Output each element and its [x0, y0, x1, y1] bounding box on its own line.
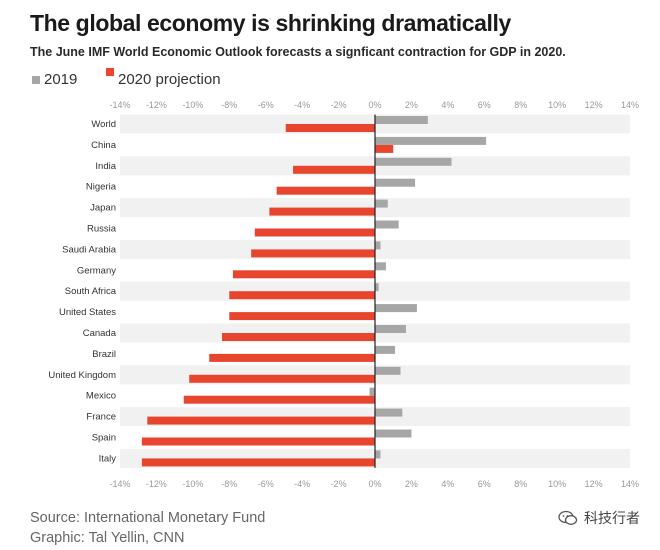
bar-2019	[375, 325, 406, 333]
source-note: Source: International Monetary Fund	[30, 510, 266, 526]
bar-2019	[375, 283, 379, 292]
category-label: Nigeria	[86, 182, 117, 193]
bar-2020	[222, 333, 375, 341]
x-tick-label-bottom: -12%	[146, 479, 167, 489]
bar-2019	[375, 199, 388, 208]
x-tick-label-top: 0%	[368, 100, 381, 110]
bar-2019	[375, 157, 452, 166]
x-tick-label-bottom: -8%	[221, 479, 237, 489]
category-label: Japan	[90, 203, 116, 214]
x-tick-label-bottom: 2%	[405, 479, 418, 489]
watermark: 科技行者	[558, 508, 640, 528]
bar-2020	[276, 186, 375, 195]
category-label: United States	[59, 307, 116, 318]
x-tick-label-top: -6%	[258, 100, 274, 110]
x-tick-label-bottom: 8%	[514, 479, 527, 489]
x-tick-label-bottom: -2%	[331, 479, 347, 489]
bar-2019	[375, 178, 416, 187]
x-tick-label-bottom: 4%	[441, 479, 454, 489]
category-label: South Africa	[65, 286, 117, 297]
category-label: World	[91, 119, 116, 130]
bar-2020	[229, 291, 375, 300]
x-tick-label-bottom: -4%	[294, 479, 310, 489]
x-tick-label-bottom: -6%	[258, 479, 274, 489]
category-label: Spain	[92, 433, 116, 444]
x-tick-label-top: -2%	[331, 100, 347, 110]
bar-2020	[229, 312, 375, 321]
watermark-text: 科技行者	[584, 510, 640, 526]
bar-2020	[141, 437, 375, 446]
x-tick-label-bottom: -14%	[109, 479, 130, 489]
bar-2020	[251, 249, 375, 258]
legend-swatch-2019	[32, 76, 40, 84]
bar-2019	[375, 241, 381, 250]
bar-2020	[269, 207, 375, 216]
bar-2020	[189, 374, 375, 383]
x-tick-label-bottom: 12%	[585, 479, 603, 489]
x-tick-label-top: -12%	[146, 100, 167, 110]
bar-2019	[375, 262, 386, 271]
category-label: Italy	[99, 453, 117, 464]
category-label: Canada	[83, 328, 117, 339]
legend-label-2020: 2020 projection	[118, 71, 221, 88]
bar-2019	[375, 136, 487, 145]
x-tick-label-top: 10%	[548, 100, 566, 110]
legend-swatch-2020	[106, 68, 114, 76]
category-label: France	[86, 412, 116, 423]
bar-2019	[375, 429, 412, 438]
category-label: China	[91, 140, 117, 151]
category-label: Germany	[77, 265, 116, 276]
bar-2019	[375, 345, 396, 354]
legend-label-2019: 2019	[44, 71, 78, 88]
bar-2020	[209, 353, 375, 362]
bar-2019	[375, 304, 417, 313]
category-label: Mexico	[86, 391, 116, 402]
bar-2019	[375, 220, 399, 229]
category-label: Russia	[87, 224, 117, 235]
bar-2019	[375, 408, 403, 417]
x-tick-label-bottom: 0%	[368, 479, 381, 489]
x-tick-label-top: 12%	[585, 100, 603, 110]
bar-2020	[232, 270, 375, 279]
x-tick-label-bottom: 10%	[548, 479, 566, 489]
bar-2020	[141, 458, 375, 467]
chart-subtitle: The June IMF World Economic Outlook fore…	[30, 45, 566, 59]
bar-2020	[293, 165, 375, 174]
x-tick-label-top: 2%	[405, 100, 418, 110]
x-tick-label-top: -14%	[109, 100, 130, 110]
category-label: United Kingdom	[48, 370, 116, 381]
bar-2019	[375, 450, 381, 459]
x-tick-label-top: -4%	[294, 100, 310, 110]
bar-2020	[285, 124, 375, 132]
bar-chart: -14% -14% -12% -12% -10% -10% -8% -8% -6% -6% -4% -…	[48, 100, 639, 489]
bar-2020	[375, 144, 394, 153]
x-tick-label-top: -10%	[182, 100, 203, 110]
chart-title: The global economy is shrinking dramatic…	[30, 10, 511, 36]
bar-2020	[183, 395, 375, 404]
x-tick-label-top: 4%	[441, 100, 454, 110]
x-tick-label-top: 8%	[514, 100, 527, 110]
bar-2019	[375, 366, 401, 375]
category-label: Brazil	[92, 349, 116, 360]
bar-2019	[369, 387, 375, 396]
x-tick-label-bottom: 6%	[478, 479, 491, 489]
bar-2020	[254, 228, 375, 237]
wechat-icon	[558, 510, 578, 525]
x-tick-label-top: 14%	[621, 100, 639, 110]
bar-2019	[375, 116, 428, 124]
category-label: India	[95, 161, 116, 172]
bar-2020	[147, 416, 375, 425]
x-tick-label-bottom: -10%	[182, 479, 203, 489]
x-tick-label-top: 6%	[478, 100, 491, 110]
category-label: Saudi Arabia	[62, 244, 117, 255]
x-tick-label-bottom: 14%	[621, 479, 639, 489]
graphic-credit: Graphic: Tal Yellin, CNN	[30, 530, 185, 546]
x-tick-label-top: -8%	[221, 100, 237, 110]
